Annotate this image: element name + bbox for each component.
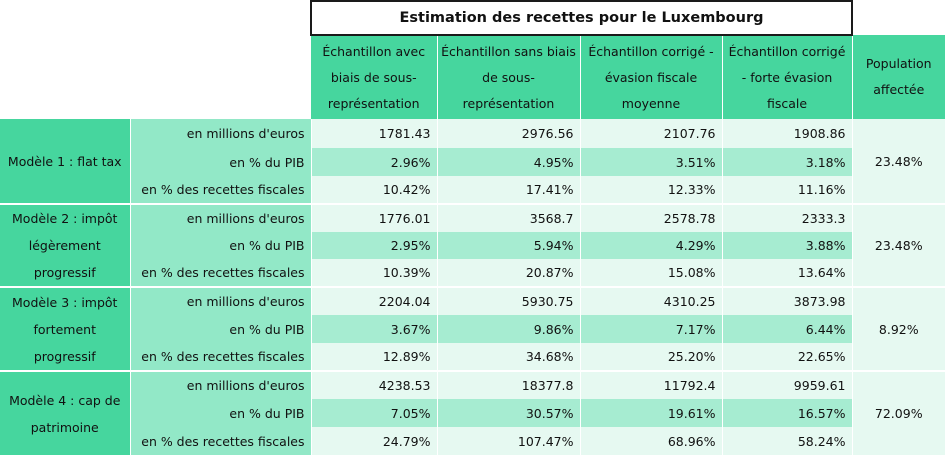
corner-blank bbox=[0, 1, 311, 119]
value-cell: 20.87% bbox=[437, 259, 581, 288]
value-cell: 11792.4 bbox=[580, 371, 723, 399]
col-header-population: Population affectée bbox=[852, 35, 945, 119]
value-cell: 2.95% bbox=[311, 232, 438, 259]
col-header-unbiased: Échantillon sans biais de sous-représent… bbox=[437, 35, 581, 119]
metric-label: en millions d'euros bbox=[130, 119, 312, 148]
model-label: Modèle 2 : impôt légèrement progressif bbox=[0, 204, 131, 288]
table-row: en % des recettes fiscales 10.39% 20.87% 15… bbox=[0, 259, 945, 288]
col-header-medium-evasion: Échantillon corrigé - évasion fiscale mo… bbox=[580, 35, 723, 119]
metric-label: en millions d'euros bbox=[130, 371, 312, 399]
metric-label: en % des recettes fiscales bbox=[130, 427, 312, 457]
table-row: Modèle 2 : impôt légèrement progressif en… bbox=[0, 204, 945, 288]
table-row: en % du PIB 3.67% 9.86% 7.17% 6.44% bbox=[0, 315, 945, 343]
value-cell: 2.96% bbox=[311, 148, 438, 176]
table-row: Modèle 3 : impôt fortement progressif en … bbox=[0, 287, 945, 372]
value-cell: 107.47% bbox=[437, 427, 581, 457]
table-row: en % du PIB 7.05% 30.57% 19.61% 16.57% bbox=[0, 399, 945, 427]
value-cell: 2578.78 bbox=[580, 204, 723, 232]
value-cell: 58.24% bbox=[722, 427, 853, 457]
value-cell: 1781.43 bbox=[311, 119, 438, 148]
metric-label: en % du PIB bbox=[130, 148, 312, 176]
value-cell: 3873.98 bbox=[722, 287, 853, 315]
value-cell: 24.79% bbox=[311, 427, 438, 457]
value-cell: 34.68% bbox=[437, 343, 581, 372]
population-cell: 23.48% bbox=[852, 119, 945, 205]
value-cell: 2976.56 bbox=[437, 119, 581, 148]
value-cell: 17.41% bbox=[437, 176, 581, 205]
value-cell: 9959.61 bbox=[722, 371, 853, 399]
metric-label: en % des recettes fiscales bbox=[130, 343, 312, 372]
value-cell: 6.44% bbox=[722, 315, 853, 343]
value-cell: 68.96% bbox=[580, 427, 723, 457]
metric-label: en % des recettes fiscales bbox=[130, 176, 312, 205]
col-header-biased: Échantillon avec biais de sous-représent… bbox=[311, 35, 438, 119]
value-cell: 3568.7 bbox=[437, 204, 581, 232]
value-cell: 1908.86 bbox=[722, 119, 853, 148]
value-cell: 12.89% bbox=[311, 343, 438, 372]
value-cell: 10.39% bbox=[311, 259, 438, 288]
value-cell: 3.51% bbox=[580, 148, 723, 176]
value-cell: 4238.53 bbox=[311, 371, 438, 399]
metric-label: en % du PIB bbox=[130, 315, 312, 343]
table-row: en % des recettes fiscales 10.42% 17.41% 12… bbox=[0, 176, 945, 205]
value-cell: 3.67% bbox=[311, 315, 438, 343]
metric-label: en millions d'euros bbox=[130, 204, 312, 232]
population-cell: 8.92% bbox=[852, 287, 945, 372]
population-cell: 23.48% bbox=[852, 204, 945, 288]
value-cell: 3.88% bbox=[722, 232, 853, 259]
table-title: Estimation des recettes pour le Luxembou… bbox=[310, 0, 853, 36]
metric-label: en % du PIB bbox=[130, 399, 312, 427]
table-row: en % du PIB 2.95% 5.94% 4.29% 3.88% bbox=[0, 232, 945, 259]
value-cell: 18377.8 bbox=[437, 371, 581, 399]
value-cell: 15.08% bbox=[580, 259, 723, 288]
value-cell: 4.29% bbox=[580, 232, 723, 259]
value-cell: 25.20% bbox=[580, 343, 723, 372]
value-cell: 19.61% bbox=[580, 399, 723, 427]
value-cell: 2333.3 bbox=[722, 204, 853, 232]
value-cell: 5.94% bbox=[437, 232, 581, 259]
value-cell: 1776.01 bbox=[311, 204, 438, 232]
table-row: en % des recettes fiscales 24.79% 107.47% 6… bbox=[0, 427, 945, 457]
value-cell: 12.33% bbox=[580, 176, 723, 205]
table-row: en % des recettes fiscales 12.89% 34.68% 25… bbox=[0, 343, 945, 372]
title-right-blank bbox=[852, 1, 945, 35]
col-header-high-evasion: Échantillon corrigé - forte évasion fisc… bbox=[722, 35, 853, 119]
value-cell: 11.16% bbox=[722, 176, 853, 205]
population-cell: 72.09% bbox=[852, 371, 945, 457]
value-cell: 2204.04 bbox=[311, 287, 438, 315]
model-label: Modèle 3 : impôt fortement progressif bbox=[0, 287, 131, 372]
table-row: Modèle 1 : flat tax en millions d'euros 17… bbox=[0, 119, 945, 205]
table-row: en % du PIB 2.96% 4.95% 3.51% 3.18% bbox=[0, 148, 945, 176]
value-cell: 7.17% bbox=[580, 315, 723, 343]
metric-label: en % des recettes fiscales bbox=[130, 259, 312, 288]
table-row: Modèle 4 : cap de patrimoine en millions … bbox=[0, 371, 945, 457]
value-cell: 4.95% bbox=[437, 148, 581, 176]
value-cell: 10.42% bbox=[311, 176, 438, 205]
value-cell: 5930.75 bbox=[437, 287, 581, 315]
model-label: Modèle 1 : flat tax bbox=[0, 119, 131, 205]
value-cell: 22.65% bbox=[722, 343, 853, 372]
value-cell: 2107.76 bbox=[580, 119, 723, 148]
model-label: Modèle 4 : cap de patrimoine bbox=[0, 371, 131, 457]
value-cell: 7.05% bbox=[311, 399, 438, 427]
value-cell: 4310.25 bbox=[580, 287, 723, 315]
value-cell: 13.64% bbox=[722, 259, 853, 288]
value-cell: 3.18% bbox=[722, 148, 853, 176]
value-cell: 16.57% bbox=[722, 399, 853, 427]
value-cell: 30.57% bbox=[437, 399, 581, 427]
metric-label: en millions d'euros bbox=[130, 287, 312, 315]
metric-label: en % du PIB bbox=[130, 232, 312, 259]
value-cell: 9.86% bbox=[437, 315, 581, 343]
